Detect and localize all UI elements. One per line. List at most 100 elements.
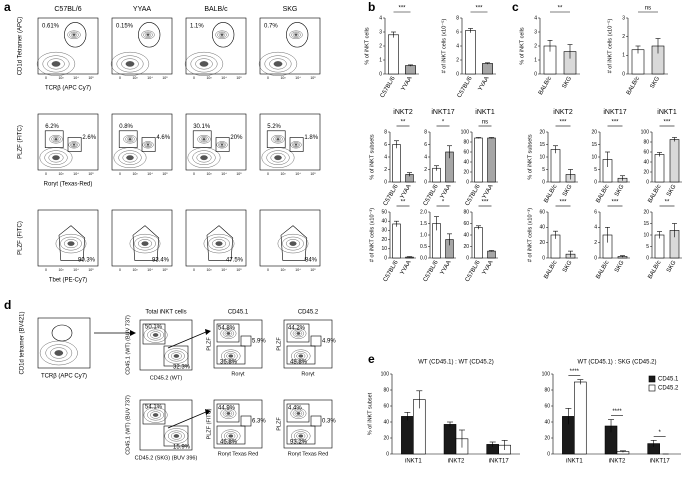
x-tick-label: SKG <box>650 76 662 90</box>
contour <box>226 332 231 335</box>
arrow <box>167 411 207 429</box>
bar <box>401 416 414 455</box>
gate-label: 4.4% <box>288 406 302 412</box>
y-axis-label: # of iNKT cells (x10⁻³) <box>369 208 375 262</box>
gate-label: 93.4% <box>152 258 170 264</box>
axis-tick-label: 0 <box>45 268 47 272</box>
gate-label: 50.1% <box>145 325 163 331</box>
axis-tick-label: 10³ <box>132 76 138 80</box>
contour <box>289 30 303 40</box>
contour <box>226 432 236 440</box>
contour <box>211 239 227 249</box>
contour <box>72 143 76 146</box>
contour <box>121 58 139 70</box>
gate-label: 6.2% <box>45 124 59 130</box>
y-tick-label: 80 <box>544 387 550 393</box>
axis-tick-label: 0 <box>45 76 47 80</box>
y-axis-label: % of iNKT cells <box>519 27 525 64</box>
y-axis-label: PLZF <box>276 337 282 351</box>
contour <box>71 143 77 147</box>
y-axis-label: % of iNKT subsets <box>527 134 533 179</box>
x-tick-label: YYAA <box>400 184 413 200</box>
significance: **** <box>612 409 622 415</box>
contour <box>143 407 168 423</box>
flow-plot-frame <box>259 17 321 75</box>
axis-tick-label: 10³ <box>280 76 286 80</box>
y-tick-label: 3 <box>379 29 382 35</box>
contour <box>293 431 308 441</box>
gate <box>280 225 308 261</box>
bar <box>392 223 401 259</box>
y-tick-label: 80 <box>383 387 389 393</box>
bar <box>550 149 561 183</box>
y-tick-label: 10 <box>643 232 649 238</box>
contour <box>152 333 159 337</box>
panel-label: e <box>368 352 375 366</box>
y-tick-label: 60 <box>383 403 389 409</box>
y-tick-label: 0 <box>646 179 649 185</box>
column-title: CD45.2 <box>298 310 319 316</box>
contour <box>219 143 225 147</box>
y-tick-label: 0 <box>379 71 382 77</box>
y-tick-label: 30 <box>381 228 387 234</box>
gate-label: 93.2% <box>290 440 308 446</box>
contour <box>197 134 211 144</box>
axis-tick-label: 10⁵ <box>310 76 316 80</box>
contour <box>184 51 224 76</box>
contour <box>126 137 134 142</box>
legend-label: CD45.1 <box>658 377 679 383</box>
y-tick-label: 60 <box>544 403 550 409</box>
gate-label: 48.8% <box>290 360 308 366</box>
y-tick-label: 0 <box>646 255 649 261</box>
contour <box>192 150 216 165</box>
gate-label: 0.7% <box>264 24 278 30</box>
contour <box>110 51 150 76</box>
contour <box>199 136 209 143</box>
x-tick-label: C57BL/6 <box>465 259 482 283</box>
y-tick-label: 20 <box>643 209 649 215</box>
x-tick-label: YYAA <box>440 184 453 200</box>
contour <box>215 30 229 40</box>
x-axis-label: CD45.2 (SKG) (BUV 396) <box>135 455 198 461</box>
bar <box>405 65 416 75</box>
y-tick-label: 40 <box>544 419 550 425</box>
contour <box>116 55 144 73</box>
x-tick-label: iNKT2 <box>609 459 626 465</box>
contour <box>143 327 168 343</box>
bar <box>487 137 496 183</box>
contour <box>218 142 226 148</box>
y-axis-label: PLZF (FITC) <box>18 125 24 159</box>
x-axis-label: Tbet (PE-Cy7) <box>49 278 87 284</box>
axis-tick-label: 10⁵ <box>162 172 168 176</box>
contour <box>36 51 76 76</box>
axis-tick-label: 10⁴ <box>221 172 227 176</box>
flow-plot-frame <box>37 317 91 369</box>
chart-title: iNKT1 <box>475 109 495 116</box>
gate-label: 36.8% <box>220 360 238 366</box>
arrow-head <box>130 330 136 336</box>
contour <box>48 152 64 163</box>
y-tick-label: 0 <box>547 451 550 457</box>
contour <box>220 408 237 419</box>
gate <box>142 403 166 425</box>
y-tick-label: 40 <box>463 159 469 165</box>
y-tick-label: 20 <box>643 169 649 175</box>
contour <box>144 32 152 37</box>
gate <box>286 345 316 365</box>
y-axis-label: # of iNKT cells (x10⁻⁵) <box>440 19 447 74</box>
y-tick-label: 60 <box>463 149 469 155</box>
gate <box>138 22 161 48</box>
contour <box>190 55 218 73</box>
gate-label: 5.9% <box>252 339 266 345</box>
axis-tick-label: 10³ <box>206 76 212 80</box>
contour <box>291 349 311 363</box>
contour <box>60 236 82 251</box>
significance: *** <box>559 200 567 206</box>
contour <box>220 328 237 339</box>
gate <box>310 335 322 347</box>
contour <box>68 141 80 149</box>
gate-label: 46.8% <box>220 440 238 446</box>
contour <box>145 143 151 147</box>
bar <box>474 137 483 183</box>
